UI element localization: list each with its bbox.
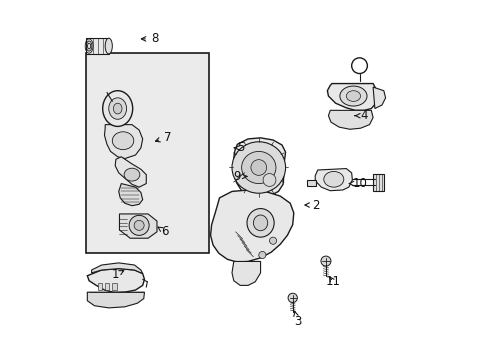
Bar [112,283,116,290]
Text: 5: 5 [234,141,244,154]
Polygon shape [372,87,385,109]
Polygon shape [115,157,146,187]
Ellipse shape [346,91,360,102]
Polygon shape [85,38,108,54]
Polygon shape [328,111,372,129]
Polygon shape [87,292,144,308]
Ellipse shape [323,171,343,187]
Ellipse shape [113,103,122,114]
Ellipse shape [108,98,126,119]
Ellipse shape [253,215,267,231]
Ellipse shape [250,159,266,175]
Ellipse shape [124,168,140,181]
Ellipse shape [263,174,275,186]
Text: 6: 6 [158,225,168,238]
Polygon shape [306,180,315,186]
Bar [105,283,109,290]
Text: 7: 7 [155,131,171,144]
Polygon shape [87,269,144,293]
Ellipse shape [258,251,265,258]
Polygon shape [326,84,375,111]
Text: 9: 9 [232,170,246,183]
Ellipse shape [246,208,274,237]
Bar [85,53,208,253]
Text: 1: 1 [112,268,123,281]
Ellipse shape [339,86,366,106]
Ellipse shape [105,38,112,54]
Ellipse shape [269,237,276,244]
Polygon shape [104,125,142,158]
Ellipse shape [102,91,132,126]
Polygon shape [210,190,293,262]
Polygon shape [372,174,383,192]
Polygon shape [315,168,352,191]
Ellipse shape [134,220,144,230]
Ellipse shape [287,293,297,302]
Polygon shape [231,261,260,285]
Ellipse shape [320,256,330,266]
Text: 10: 10 [348,177,367,190]
Ellipse shape [112,132,134,150]
Ellipse shape [241,152,275,184]
Text: 2: 2 [305,198,319,212]
Polygon shape [119,184,142,206]
Bar [98,283,102,290]
Text: 8: 8 [141,32,158,45]
Ellipse shape [129,215,149,235]
Polygon shape [119,214,157,238]
Ellipse shape [231,142,285,193]
Text: 3: 3 [293,311,301,328]
Text: 4: 4 [354,109,367,122]
Polygon shape [233,138,285,198]
Polygon shape [91,263,142,274]
Text: 11: 11 [325,275,340,288]
